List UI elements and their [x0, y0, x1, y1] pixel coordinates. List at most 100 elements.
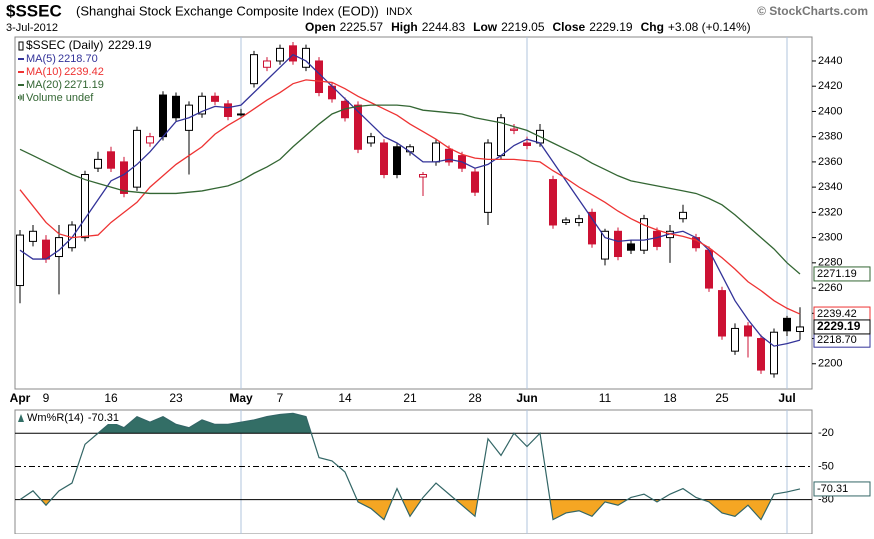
x-tick-label: Jun	[516, 391, 537, 405]
x-tick-label: 11	[599, 391, 612, 405]
candle-body	[783, 317, 791, 332]
candle-body	[757, 338, 765, 371]
candle-body	[471, 171, 479, 193]
legend-volume: Volume undef	[26, 92, 94, 104]
legend-value: 2271.19	[64, 79, 104, 91]
candle-body	[731, 327, 739, 352]
legend-label: MA(10)	[26, 66, 62, 78]
candle-body	[302, 47, 310, 68]
x-tick-label: 21	[403, 391, 417, 405]
indicator-tick-label: -80	[818, 494, 834, 506]
candle-body	[367, 136, 375, 144]
end-tag: 2271.19	[817, 268, 857, 280]
end-tag: 2218.70	[817, 334, 857, 346]
candle-body	[81, 174, 89, 239]
quote-value: 2244.83	[422, 20, 466, 34]
exchange: INDX	[386, 6, 413, 18]
end-tag: 2229.19	[817, 319, 861, 333]
candle-body	[770, 331, 778, 375]
candle-body	[601, 230, 609, 260]
end-tag-box	[813, 319, 871, 335]
candle-body	[393, 146, 401, 176]
legend-volume-icon	[19, 94, 21, 101]
candle-body	[94, 158, 102, 169]
y-tick-label: 2280	[818, 257, 842, 269]
candle-body	[211, 95, 219, 102]
candle-body	[224, 103, 232, 117]
candle-body	[484, 142, 492, 213]
indicator-line	[19, 412, 801, 521]
y-tick-label: 2440	[818, 55, 842, 67]
x-tick-label: May	[229, 391, 253, 405]
candle-body	[172, 95, 180, 119]
y-tick-label: 2200	[818, 358, 842, 370]
legend-label: MA(20)	[26, 79, 62, 91]
candle-body	[133, 129, 141, 188]
legend-volume-icon	[22, 94, 24, 101]
title: (Shanghai Stock Exchange Composite Index…	[76, 3, 379, 18]
candle-body	[653, 230, 661, 247]
candle-body	[250, 54, 258, 85]
candle-body	[276, 47, 284, 62]
candle-body	[419, 174, 427, 178]
quote-value: +3.08 (+0.14%)	[668, 20, 751, 34]
quote-value: 2225.57	[340, 20, 384, 34]
candle-body	[263, 60, 271, 68]
x-tick-label: Jul	[778, 391, 795, 405]
x-tick-label: 14	[338, 391, 352, 405]
overbought-area	[20, 413, 800, 434]
x-tick-label: 28	[468, 391, 482, 405]
indicator-name: Wm%R(14)	[27, 412, 84, 424]
indicator-value: -70.31	[88, 412, 119, 424]
candle-body	[562, 219, 570, 223]
quote-label: Close	[553, 20, 586, 34]
candle-body	[198, 95, 206, 115]
x-tick-label: 16	[104, 391, 118, 405]
quote: Open 2225.57 High 2244.83 Low 2219.05 Close 222…	[305, 20, 751, 34]
y-tick-label: 2420	[818, 80, 842, 92]
candle-body	[445, 148, 453, 163]
legend-box	[16, 38, 144, 104]
candle-body	[146, 136, 154, 144]
candle-body	[380, 142, 388, 176]
quote-label: Low	[473, 20, 498, 34]
indicator-legend-box	[16, 411, 126, 424]
candle-body	[718, 290, 726, 337]
candle-body	[575, 218, 583, 223]
legend-volume-icon	[18, 96, 19, 99]
oversold-area	[20, 499, 800, 520]
candle-body	[510, 128, 518, 131]
candle-body	[432, 142, 440, 163]
candle-body	[679, 211, 687, 220]
x-tick-label: 18	[663, 391, 677, 405]
quote-label: High	[391, 20, 418, 34]
x-tick-label: 9	[43, 391, 50, 405]
candle-body	[120, 161, 128, 194]
candle-body	[16, 234, 24, 287]
title-symbol: $SSEC	[6, 1, 62, 20]
candle-body	[744, 325, 752, 337]
end-tag: -70.31	[817, 483, 848, 495]
quote-label: Chg	[641, 20, 664, 34]
indicator-tick-label: -50	[818, 460, 834, 472]
source: © StockCharts.com	[757, 4, 868, 18]
date: 3-Jul-2012	[6, 22, 58, 34]
candle-body	[523, 142, 531, 147]
ma-line	[19, 79, 801, 315]
legend-value: 2239.42	[64, 66, 104, 78]
main-plot-frame	[14, 36, 813, 390]
x-tick-label: 7	[277, 391, 284, 405]
legend-label: MA(5)	[26, 53, 56, 65]
candle-body	[354, 104, 362, 150]
y-tick-label: 2360	[818, 156, 842, 168]
x-tick-label: Apr	[10, 391, 31, 405]
x-tick-label: 23	[169, 391, 183, 405]
legend-candle-icon	[18, 41, 24, 51]
quote-value: 2219.05	[501, 20, 545, 34]
candle-body	[549, 179, 557, 226]
indicator-legend-icon	[18, 414, 24, 422]
quote-label: Open	[305, 20, 336, 34]
